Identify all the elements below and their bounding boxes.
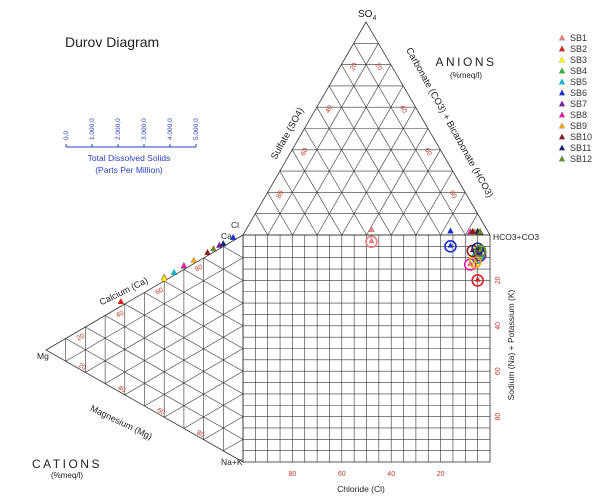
legend-label-sb5: SB5 (570, 77, 587, 87)
legend-marker-sb11 (559, 145, 565, 150)
legend-label-sb12: SB12 (570, 154, 592, 164)
legend-label-sb3: SB3 (570, 55, 587, 65)
anion-grid-line (305, 129, 367, 236)
tds-tick-label: 4.000,0 (167, 118, 174, 140)
marker-anion-sb1 (368, 226, 374, 232)
marker-anion-sb6 (447, 228, 453, 234)
anion-grid-line (367, 129, 429, 236)
anion-apex-label: SO4 (358, 9, 376, 22)
tick-label: 40 (398, 104, 408, 114)
cation-grid-line (145, 293, 244, 349)
anion-grid-line (354, 43, 466, 235)
legend-marker-sb6 (559, 90, 565, 95)
legend-marker-sb4 (559, 68, 565, 73)
anion-grid-line (280, 171, 317, 235)
tick-label: 80 (495, 413, 502, 421)
cations-title: CATIONS (32, 457, 102, 471)
cation-grid-line (66, 258, 243, 362)
square-grid (243, 235, 490, 462)
anion-corner-left-label: Cl (231, 220, 239, 230)
legend-marker-sb3 (559, 57, 565, 62)
cation-grid-line (145, 349, 244, 407)
tick-label: 80 (194, 264, 204, 274)
legend-label-sb2: SB2 (570, 44, 587, 54)
legend-marker-sb5 (559, 79, 565, 84)
sample-markers (118, 35, 565, 304)
cation-grid-line (223, 439, 243, 451)
legend-label-sb9: SB9 (570, 121, 587, 131)
tick-label: 60 (300, 147, 310, 157)
cation-corner-bottom-label: Na+K (221, 457, 243, 467)
cation-apex-label: Mg (37, 351, 49, 361)
legend-marker-sb2 (559, 46, 565, 51)
magnesium-axis-label: Magnesium (Mg) (89, 403, 154, 442)
marker-square-sb2 (475, 276, 480, 281)
tick-label: 20 (373, 62, 383, 72)
tick-label: 20 (76, 333, 86, 343)
tds-tick-label: 2.000,0 (115, 118, 122, 140)
legend-marker-sb7 (559, 101, 565, 106)
tick-label: 60 (423, 147, 433, 157)
chart-title: Durov Diagram (65, 34, 159, 50)
tds-title: Total Dissolved Solids (88, 153, 171, 163)
legend-label-sb11: SB11 (570, 143, 591, 153)
marker-cation-sb5 (171, 269, 177, 275)
tick-label: 20 (495, 276, 502, 284)
tick-label: 80 (275, 189, 285, 199)
cation-grid-line (66, 339, 243, 440)
anion-grid-line (416, 171, 453, 235)
tick-label: 60 (495, 367, 502, 375)
legend-marker-sb9 (559, 123, 565, 128)
tds-tick-label: 1.000,0 (89, 118, 96, 140)
legend-marker-sb8 (559, 112, 565, 117)
legend-label-sb6: SB6 (570, 88, 587, 98)
marker-cation-sb11 (220, 240, 226, 246)
tds-subtitle: (Parts Per Million) (95, 165, 163, 175)
anion-corner-right-label: HCO3+CO3 (493, 232, 539, 242)
legend-label-sb1: SB1 (570, 33, 587, 43)
tick-label: 20 (437, 471, 445, 478)
legend-marker-sb10 (559, 134, 565, 139)
legend-label-sb8: SB8 (570, 110, 587, 120)
calcium-axis-label: Calcium (Ca) (98, 275, 150, 307)
tick-label: 40 (495, 322, 502, 330)
anions-unit: (%meq/l) (450, 71, 482, 80)
cation-grid-line (105, 316, 243, 394)
legend-marker-sb1 (559, 35, 565, 40)
legend-label-sb4: SB4 (570, 66, 587, 76)
sodium-axis-label: Sodium (Na) + Potassium (K) (506, 289, 516, 400)
tick-label: 40 (387, 471, 395, 478)
anion-grid-line (255, 214, 267, 235)
marker-cation-sb8 (181, 262, 187, 268)
tick-label: 40 (115, 310, 125, 320)
cation-corner-top-label: Ca (221, 231, 232, 241)
legend-marker-sb12 (559, 156, 565, 161)
marker-cation-sb10 (204, 249, 210, 255)
legend-label-sb7: SB7 (570, 99, 587, 109)
cation-grid-line (105, 303, 243, 384)
marker-cation-sb12 (210, 245, 216, 251)
tds-tick-label: 3.000,0 (141, 118, 148, 140)
tds-scale: 0,0 1.000,0 2.000,0 3.000,0 4.000,0 5.000,0 T… (63, 118, 200, 175)
marker-square-sb1 (369, 238, 374, 243)
cation-grid-line (223, 247, 243, 258)
cation-grid-line (184, 394, 243, 429)
legend-label-sb10: SB10 (570, 132, 592, 142)
marker-square-sb6 (448, 242, 453, 247)
tick-label: 80 (448, 190, 458, 200)
chloride-axis-label: Chloride (Cl) (337, 484, 385, 494)
tick-label: 60 (338, 471, 346, 478)
tds-tick-label: 5.000,0 (193, 118, 200, 140)
cations-unit: (%meq/l) (51, 471, 83, 480)
marker-cation-sb9 (191, 257, 197, 263)
anions-title: ANIONS (435, 55, 496, 69)
tick-label: 60 (155, 287, 165, 297)
tick-label: 40 (325, 104, 335, 114)
tds-tick-label: 0,0 (63, 131, 70, 140)
tick-label: 20 (349, 62, 359, 72)
tick-label: 80 (289, 471, 297, 478)
cation-grid-line (184, 270, 243, 304)
